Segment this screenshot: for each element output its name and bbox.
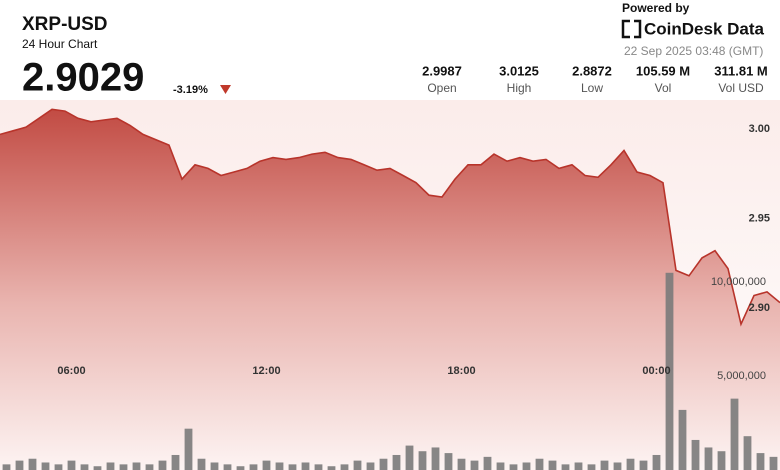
y2-tick-label: 10,000,000 bbox=[711, 276, 766, 288]
volume-bar bbox=[392, 454, 401, 470]
volume-bar bbox=[704, 447, 713, 470]
stat-value: 3.0125 bbox=[499, 63, 539, 78]
volume-bar bbox=[54, 464, 63, 470]
powered-by: Powered by bbox=[622, 1, 690, 15]
volume-bar bbox=[249, 464, 258, 470]
volume-bar bbox=[587, 464, 596, 470]
volume-bar bbox=[15, 460, 24, 470]
stat-value: 2.9987 bbox=[422, 63, 462, 78]
volume-bar bbox=[496, 462, 505, 470]
volume-bar bbox=[652, 454, 661, 470]
stat-label: Vol bbox=[655, 81, 672, 95]
price-area bbox=[0, 109, 780, 470]
volume-bar bbox=[28, 458, 37, 470]
volume-bar bbox=[353, 460, 362, 470]
y-tick-label: 2.90 bbox=[749, 302, 770, 314]
volume-bar bbox=[730, 398, 739, 470]
x-tick-label: 12:00 bbox=[252, 365, 280, 377]
volume-bar bbox=[483, 456, 492, 470]
volume-bar bbox=[223, 464, 232, 470]
title: XRP-USD bbox=[22, 14, 108, 35]
subtitle: 24 Hour Chart bbox=[22, 37, 98, 51]
volume-bar bbox=[184, 428, 193, 470]
down-arrow bbox=[220, 85, 231, 94]
x-tick-label: 06:00 bbox=[57, 365, 85, 377]
volume-bar bbox=[548, 460, 557, 470]
volume-bar bbox=[41, 462, 50, 470]
stat-label: Vol USD bbox=[718, 81, 764, 95]
volume-bar bbox=[327, 466, 336, 470]
y-tick-label: 3.00 bbox=[749, 123, 770, 135]
volume-bar bbox=[756, 453, 765, 470]
volume-bar bbox=[119, 464, 128, 470]
stat-label: Low bbox=[581, 81, 603, 95]
brand: CoinDesk Data bbox=[644, 19, 765, 38]
volume-bar bbox=[366, 462, 375, 470]
volume-bar bbox=[288, 464, 297, 470]
volume-bar bbox=[301, 462, 310, 470]
volume-bar bbox=[171, 454, 180, 470]
volume-bar bbox=[678, 409, 687, 470]
timestamp: 22 Sep 2025 03:48 (GMT) bbox=[624, 44, 763, 58]
volume-bar bbox=[691, 439, 700, 470]
volume-bar bbox=[340, 464, 349, 470]
volume-bar bbox=[418, 451, 427, 470]
volume-bar bbox=[197, 458, 206, 470]
volume-bar bbox=[106, 462, 115, 470]
stat-value: 311.81 M bbox=[714, 63, 768, 78]
volume-bar bbox=[509, 464, 518, 470]
volume-bar bbox=[457, 458, 466, 470]
volume-bar bbox=[236, 466, 245, 470]
volume-bar bbox=[665, 272, 674, 470]
volume-bar bbox=[314, 464, 323, 470]
volume-bar bbox=[275, 462, 284, 470]
volume-bar bbox=[561, 464, 570, 470]
volume-bar bbox=[743, 436, 752, 470]
volume-bar bbox=[262, 460, 271, 470]
stat-value: 105.59 M bbox=[636, 63, 690, 78]
volume-bar bbox=[132, 462, 141, 470]
logo-icon bbox=[621, 19, 642, 39]
volume-bar bbox=[626, 458, 635, 470]
plot: 2.90 2.95 3.00 5,000,000 10,000,000 06:00 12:0… bbox=[0, 108, 780, 470]
volume-bar bbox=[600, 460, 609, 470]
x-tick-label: 18:00 bbox=[447, 365, 475, 377]
volume-bar bbox=[639, 460, 648, 470]
volume-bar bbox=[158, 460, 167, 470]
y-tick-label: 2.95 bbox=[749, 212, 770, 224]
volume-bar bbox=[431, 447, 440, 470]
volume-bar bbox=[574, 462, 583, 470]
stats: 2.9987 Open 3.0125 High 2.8872 Low 105.59 M Vol… bbox=[422, 63, 768, 95]
volume-bar bbox=[145, 464, 154, 470]
volume-bar bbox=[522, 462, 531, 470]
volume-bar bbox=[405, 445, 414, 470]
volume-bar bbox=[769, 456, 778, 470]
change: -3.19% bbox=[173, 84, 208, 96]
stat-value: 2.8872 bbox=[572, 63, 612, 78]
volume-bar bbox=[717, 451, 726, 470]
price: 2.9029 bbox=[22, 56, 144, 100]
volume-bar bbox=[67, 460, 76, 470]
volume-bar bbox=[444, 453, 453, 470]
volume-bar bbox=[379, 458, 388, 470]
volume-bar bbox=[613, 462, 622, 470]
y2-tick-label: 5,000,000 bbox=[717, 370, 766, 382]
volume-bar bbox=[210, 462, 219, 470]
volume-bar bbox=[93, 466, 102, 470]
volume-bar bbox=[535, 458, 544, 470]
stat-label: High bbox=[507, 81, 532, 95]
stat-label: Open bbox=[427, 81, 456, 95]
volume-bar bbox=[80, 464, 89, 470]
x-tick-label: 00:00 bbox=[642, 365, 670, 377]
price-line bbox=[0, 108, 780, 327]
volume-bar bbox=[470, 460, 479, 470]
volume-bar bbox=[2, 464, 11, 470]
